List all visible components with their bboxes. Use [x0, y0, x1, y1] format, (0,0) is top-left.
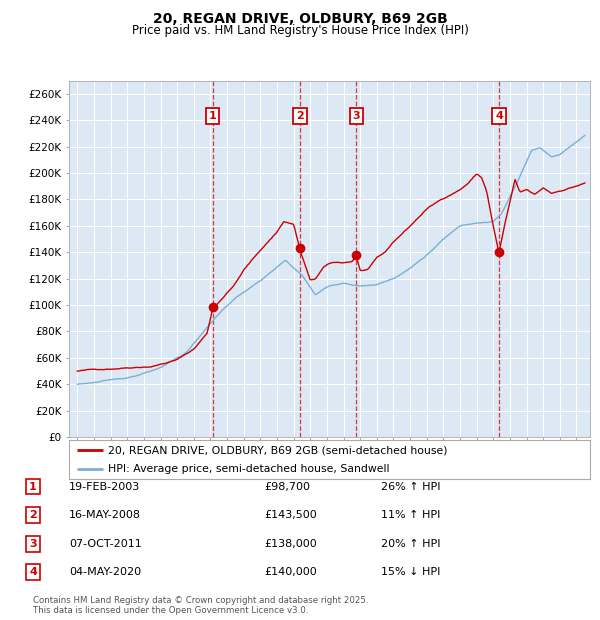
Text: 1: 1	[209, 111, 217, 122]
Text: £143,500: £143,500	[264, 510, 317, 520]
Text: 4: 4	[495, 111, 503, 122]
Text: 3: 3	[29, 539, 37, 549]
Text: 4: 4	[29, 567, 37, 577]
Text: 26% ↑ HPI: 26% ↑ HPI	[381, 482, 440, 492]
Text: 3: 3	[353, 111, 360, 122]
Text: 15% ↓ HPI: 15% ↓ HPI	[381, 567, 440, 577]
Text: £140,000: £140,000	[264, 567, 317, 577]
Text: HPI: Average price, semi-detached house, Sandwell: HPI: Average price, semi-detached house,…	[108, 464, 389, 474]
Text: 2: 2	[296, 111, 304, 122]
Text: 07-OCT-2011: 07-OCT-2011	[69, 539, 142, 549]
Text: 16-MAY-2008: 16-MAY-2008	[69, 510, 141, 520]
Text: 20% ↑ HPI: 20% ↑ HPI	[381, 539, 440, 549]
Text: 1: 1	[29, 482, 37, 492]
Text: Price paid vs. HM Land Registry's House Price Index (HPI): Price paid vs. HM Land Registry's House …	[131, 24, 469, 37]
Text: 20, REGAN DRIVE, OLDBURY, B69 2GB: 20, REGAN DRIVE, OLDBURY, B69 2GB	[152, 12, 448, 27]
Text: 19-FEB-2003: 19-FEB-2003	[69, 482, 140, 492]
Text: Contains HM Land Registry data © Crown copyright and database right 2025.
This d: Contains HM Land Registry data © Crown c…	[33, 596, 368, 615]
Text: 20, REGAN DRIVE, OLDBURY, B69 2GB (semi-detached house): 20, REGAN DRIVE, OLDBURY, B69 2GB (semi-…	[108, 445, 448, 455]
Text: 2: 2	[29, 510, 37, 520]
Text: 04-MAY-2020: 04-MAY-2020	[69, 567, 141, 577]
Text: 11% ↑ HPI: 11% ↑ HPI	[381, 510, 440, 520]
Text: £138,000: £138,000	[264, 539, 317, 549]
Text: £98,700: £98,700	[264, 482, 310, 492]
